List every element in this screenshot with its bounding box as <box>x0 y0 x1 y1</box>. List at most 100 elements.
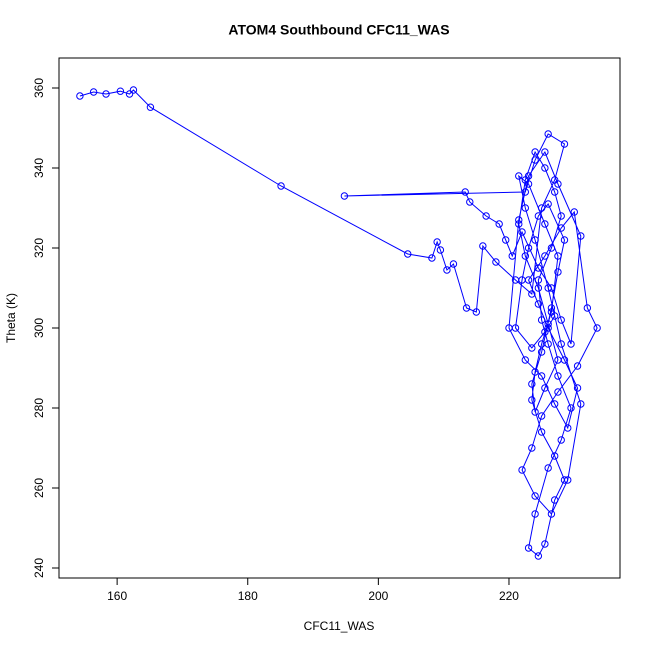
data-point <box>528 396 536 404</box>
data-point <box>573 384 582 392</box>
data-point <box>462 304 471 312</box>
data-point <box>593 324 601 332</box>
data-line <box>79 89 598 557</box>
y-tick-label: 320 <box>32 238 46 258</box>
data-point <box>547 244 556 252</box>
y-tick-label: 280 <box>32 398 46 418</box>
data-point <box>534 276 543 284</box>
data-point <box>560 236 569 244</box>
data-point <box>502 236 510 244</box>
data-point <box>521 204 530 212</box>
data-point <box>521 188 530 196</box>
data-point <box>492 258 500 266</box>
data-point <box>550 452 559 460</box>
data-point <box>550 188 559 196</box>
data-point <box>554 268 562 276</box>
data-point <box>528 290 536 298</box>
data-point <box>508 252 516 260</box>
data-point <box>573 362 582 370</box>
x-axis-label: CFC11_WAS <box>304 619 375 633</box>
data-point <box>495 220 503 228</box>
data-point <box>554 356 562 364</box>
data-point <box>577 400 585 408</box>
data-point <box>570 208 578 216</box>
x-tick-label: 160 <box>107 589 127 603</box>
plot-frame <box>58 57 621 579</box>
data-point <box>102 90 110 98</box>
data-point <box>428 254 436 262</box>
y-tick-label: 340 <box>32 158 46 178</box>
data-point <box>544 464 552 472</box>
data-point <box>547 304 556 312</box>
data-point <box>534 212 543 220</box>
data-point <box>557 316 565 324</box>
data-point <box>537 348 546 356</box>
data-point <box>537 428 546 436</box>
data-point <box>531 368 539 376</box>
data-point <box>544 340 552 348</box>
data-point <box>537 204 546 212</box>
data-point <box>541 148 549 156</box>
data-point <box>550 400 559 408</box>
data-point <box>340 192 349 200</box>
data-point <box>534 264 543 272</box>
data-point <box>557 224 565 232</box>
data-point <box>76 92 84 100</box>
data-point <box>515 172 523 180</box>
data-point <box>544 200 552 208</box>
data-point <box>521 252 530 260</box>
data-point <box>567 340 575 348</box>
data-point <box>537 316 546 324</box>
data-point <box>443 266 451 274</box>
y-axis-label: Theta (K) <box>4 293 18 343</box>
x-tick-label: 180 <box>238 589 258 603</box>
data-point <box>550 496 559 504</box>
data-point <box>528 344 536 352</box>
data-point <box>521 356 530 364</box>
data-point <box>544 320 552 328</box>
y-tick-label: 260 <box>32 478 46 498</box>
data-point <box>531 510 539 518</box>
data-point <box>531 408 539 416</box>
data-point <box>560 476 569 484</box>
data-point <box>479 242 487 250</box>
data-point <box>544 284 552 292</box>
data-point <box>515 216 523 224</box>
data-point <box>564 424 572 432</box>
data-point <box>534 552 543 560</box>
data-point <box>449 260 458 268</box>
data-point <box>534 284 543 292</box>
data-point <box>554 372 562 380</box>
data-point <box>577 232 585 240</box>
data-point <box>524 244 533 252</box>
data-point <box>550 312 559 320</box>
x-tick-label: 200 <box>368 589 388 603</box>
data-point <box>277 182 285 190</box>
data-point <box>541 384 549 392</box>
data-point <box>531 236 539 244</box>
data-point <box>404 250 412 258</box>
data-point <box>557 212 565 220</box>
data-point <box>557 436 565 444</box>
chart-title: ATOM4 Southbound CFC11_WAS <box>228 22 449 38</box>
data-point <box>534 300 543 308</box>
data-point <box>541 540 549 548</box>
data-point <box>482 212 490 220</box>
data-point <box>116 87 125 95</box>
data-point <box>560 140 569 148</box>
data-point <box>567 404 575 412</box>
data-point <box>433 238 441 246</box>
data-point <box>89 88 98 96</box>
data-point <box>583 304 592 312</box>
data-point <box>541 220 549 228</box>
data-point <box>146 103 155 111</box>
data-point <box>515 220 523 228</box>
data-point <box>129 86 138 94</box>
data-point <box>537 372 546 380</box>
data-point <box>518 276 526 284</box>
data-point <box>461 188 469 196</box>
data-point <box>528 380 536 388</box>
y-tick-label: 300 <box>32 318 46 338</box>
